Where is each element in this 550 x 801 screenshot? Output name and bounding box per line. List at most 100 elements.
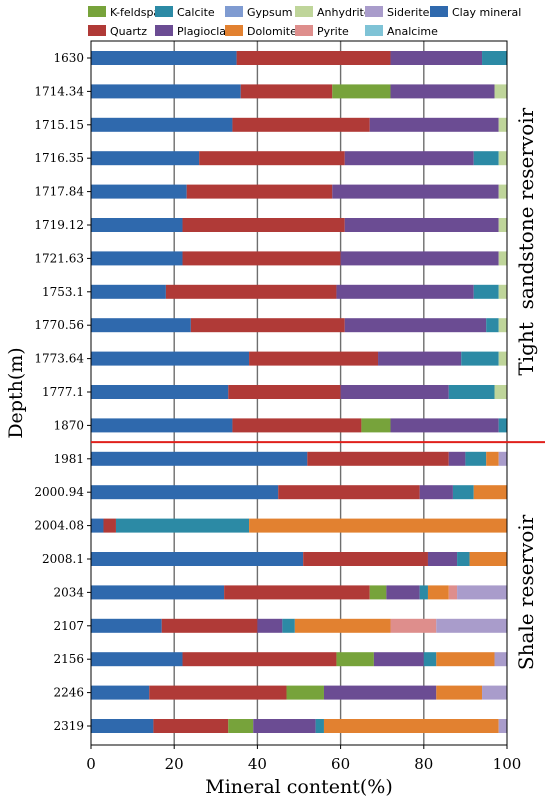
bar-1721-63-clay-mineral — [91, 251, 183, 266]
bar-row-2004-08 — [91, 518, 507, 533]
legend-swatch-gypsum — [225, 6, 243, 17]
bar-1719-12-plagioclase — [344, 218, 499, 232]
bar-1715-15-anhydrite — [498, 117, 507, 132]
legend-swatch-siderite — [365, 6, 383, 17]
bar-2107-siderite — [436, 618, 507, 633]
bar-row-1716-35 — [91, 151, 507, 166]
bar-1981-dolomite — [486, 451, 499, 466]
y-tick-label-1870: 1870 — [53, 418, 84, 432]
bar-2246-siderite — [482, 685, 507, 700]
bar-1770-56-anhydrite — [498, 318, 507, 333]
legend-label-dolomite: Dolomite — [247, 25, 297, 38]
legend-label-k-feldspar: K-feldspar — [110, 6, 165, 19]
bar-1714-34-k-feldspar — [332, 84, 391, 99]
legend-item-dolomite: Dolomite — [225, 25, 297, 38]
bar-1716-35-quartz — [199, 151, 345, 166]
bar-row-1870 — [91, 418, 507, 433]
bar-1719-12-anhydrite — [498, 218, 507, 232]
legend-item-siderite: Siderite — [365, 6, 430, 19]
bar-1753-1-anhydrite — [498, 284, 507, 299]
x-tick-label-60: 60 — [331, 755, 350, 773]
legend-swatch-clay-mineral — [430, 6, 448, 17]
bar-2156-siderite — [494, 652, 507, 667]
y-tick-label-2034: 2034 — [53, 585, 84, 599]
region-label-shale-reservoir: Shale reservoir — [514, 514, 538, 670]
plot-frame — [90, 40, 508, 746]
bar-1870-calcite — [498, 418, 507, 433]
bar-1717-84-anhydrite — [498, 184, 507, 199]
y-tick-label-2156: 2156 — [53, 652, 84, 666]
y-tick-label-1630: 1630 — [53, 51, 84, 65]
bar-1870-k-feldspar — [361, 418, 391, 433]
legend-item-quartz: Quartz — [88, 25, 147, 38]
bar-row-2246 — [91, 685, 507, 700]
bar-2156-k-feldspar — [336, 652, 374, 667]
x-tick-labels: 0 20 40 60 80 100 — [86, 745, 521, 773]
bar-1630-calcite — [482, 51, 507, 65]
bar-1773-64-clay-mineral — [91, 351, 250, 366]
bar-row-2156 — [91, 652, 507, 667]
bar-1714-34-quartz — [240, 84, 333, 99]
x-tick-label-0: 0 — [86, 755, 96, 773]
y-tick-label-2319: 2319 — [53, 719, 84, 733]
bar-2156-clay-mineral — [91, 652, 183, 667]
legend-item-calcite: Calcite — [155, 6, 215, 19]
legend-item-plagioclase: Plagioclase — [155, 25, 239, 38]
bar-1714-34-plagioclase — [390, 84, 495, 99]
bar-2246-k-feldspar — [286, 685, 324, 700]
bar-1714-34-anhydrite — [494, 84, 507, 99]
bar-2000-94-plagioclase — [419, 485, 453, 500]
bar-1870-plagioclase — [390, 418, 499, 433]
region-label-tight-sandstone-reservoir: Tight sandstone reservoir — [514, 107, 538, 375]
legend-item-k-feldspar: K-feldspar — [88, 6, 165, 19]
legend-label-plagioclase: Plagioclase — [177, 25, 239, 38]
bar-2000-94-calcite — [452, 485, 474, 500]
bar-1630-quartz — [236, 51, 391, 65]
bar-1981-calcite — [465, 451, 487, 466]
bar-2246-quartz — [149, 685, 287, 700]
bar-2000-94-quartz — [278, 485, 420, 500]
y-tick-label-2107: 2107 — [53, 619, 84, 633]
x-axis-title: Mineral content(%) — [205, 776, 393, 798]
legend-item-anhydrite: Anhydrite — [295, 6, 371, 19]
bar-1715-15-clay-mineral — [91, 117, 233, 132]
bar-2004-08-dolomite — [249, 518, 507, 533]
bar-1773-64-anhydrite — [498, 351, 507, 366]
bar-row-2034 — [91, 585, 507, 600]
bar-row-1719-12 — [91, 218, 507, 232]
bar-2034-quartz — [224, 585, 370, 600]
bar-1717-84-clay-mineral — [91, 184, 187, 199]
bar-2004-08-clay-mineral — [91, 518, 104, 533]
legend-swatch-calcite — [155, 6, 173, 17]
bar-2246-dolomite — [436, 685, 483, 700]
y-tick-label-1714-34: 1714.34 — [34, 84, 84, 98]
bar-1753-1-plagioclase — [336, 284, 474, 299]
bar-1773-64-quartz — [249, 351, 379, 366]
legend-label-siderite: Siderite — [387, 6, 430, 19]
bar-row-2000-94 — [91, 485, 507, 500]
y-axis-title: Depth(m) — [5, 347, 27, 438]
legend-label-calcite: Calcite — [177, 6, 215, 19]
legend: K-feldspar Calcite Gypsum Anhydrite Siderite… — [88, 6, 521, 38]
bar-2034-calcite — [419, 585, 428, 600]
legend-label-quartz: Quartz — [110, 25, 147, 38]
legend-item-analcime: Analcime — [365, 25, 438, 38]
bar-2319-plagioclase — [253, 719, 316, 733]
bar-1717-84-plagioclase — [332, 184, 499, 199]
region-labels: Tight sandstone reservoir Shale reservoir — [514, 107, 538, 670]
y-tick-label-1773-64: 1773.64 — [34, 352, 84, 366]
bar-row-1630 — [91, 51, 507, 65]
bar-2156-calcite — [423, 652, 437, 667]
bar-1714-34-clay-mineral — [91, 84, 241, 99]
bar-row-1721-63 — [91, 251, 507, 266]
bar-2246-plagioclase — [323, 685, 437, 700]
bar-row-1715-15 — [91, 117, 507, 132]
bar-1630-clay-mineral — [91, 51, 237, 65]
bar-2107-plagioclase — [257, 618, 283, 633]
bar-1770-56-clay-mineral — [91, 318, 191, 333]
bar-row-2319 — [91, 719, 507, 733]
bar-2107-calcite — [282, 618, 295, 633]
bar-2008-1-plagioclase — [427, 552, 458, 566]
y-tick-label-1715-15: 1715.15 — [34, 118, 84, 132]
